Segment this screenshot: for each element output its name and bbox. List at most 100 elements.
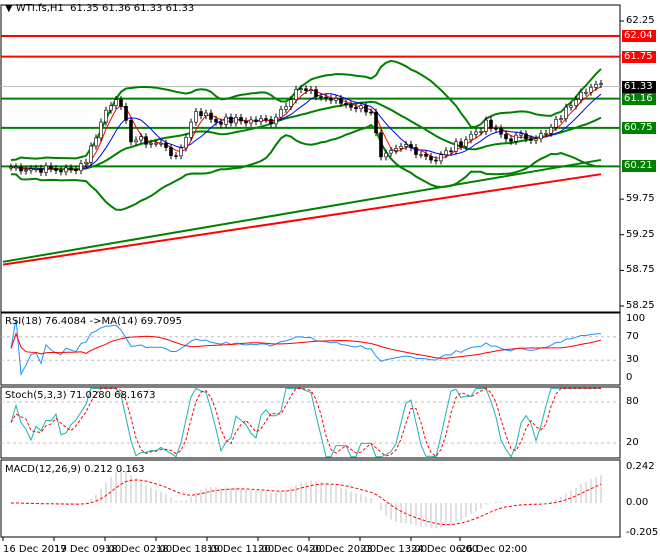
panel-frame-3 [0,459,621,538]
candle-body [489,119,493,129]
candle-body [119,99,123,107]
candle-body [504,133,508,140]
candle-body [314,89,318,97]
candle-body [344,103,348,105]
price-axis-label: 58.25 [626,300,655,311]
long-ma-red-line [2,173,602,266]
candle-body [184,136,188,149]
time-axis-label: 17 Dec 09:00 [54,544,122,555]
candle-body [589,87,593,93]
candle-body [204,112,208,116]
price-axis-label: 62.25 [626,15,655,26]
macd-axis-label: 0.242 [626,461,655,472]
candle-body [49,165,53,169]
candle-body [399,146,403,149]
level-tag-61.75: 61.75 [622,50,656,63]
candle-body [544,133,548,135]
candle-body [59,170,63,173]
candle-body [94,137,98,147]
candle-body [54,168,58,171]
macd-axis-label: 0.00 [626,497,649,508]
candle-body [104,109,108,123]
candle-body [129,119,133,143]
candle-body [329,97,333,101]
candle-body [509,138,513,142]
candle-body [69,167,73,170]
candle-body [159,142,163,145]
candle-body [274,116,278,125]
candle-body [444,150,448,156]
panel-frame-2 [0,386,621,459]
candle-body [264,118,268,120]
rsi-line [10,318,602,376]
price-axis-label: 59.75 [626,193,655,205]
candle-body [484,119,488,132]
candle-body [174,155,178,157]
candle-body [194,111,198,123]
candle-body [64,167,68,173]
stoch-axis-label: 20 [626,437,639,448]
candle-body [379,132,383,158]
candle-body [369,111,373,114]
candle-body [584,91,588,94]
candle-body [499,127,503,135]
candle-body [239,117,243,122]
candle-body [434,159,438,162]
rsi-axis-label: 100 [626,313,646,324]
panel-frame-0 [0,4,621,313]
rsi-ma-line [10,332,602,359]
rsi-axis-label: 30 [626,354,639,366]
candle-body [99,121,103,139]
candle-body [124,106,128,121]
candle-body [519,133,523,136]
candle-body [279,108,283,118]
candle-body [134,139,138,143]
candle-body [39,168,43,173]
candle-body [364,105,368,113]
rsi-axis-label: 70 [626,330,639,342]
candle-body [149,143,153,145]
candle-body [244,120,248,124]
candle-body [44,165,48,173]
time-axis-label: 18 Dec 02:00 [105,544,173,555]
candle-body [464,139,468,147]
candle-body [154,142,158,145]
time-axis-label: 19 Dec 11:00 [207,544,275,555]
candle-body [534,138,538,141]
candle-body [219,121,223,125]
candle-body [139,136,143,141]
candle-body [594,83,598,88]
candle-body [199,111,203,116]
time-axis-label: 24 Dec 06:00 [411,544,479,555]
bollinger-upper [10,59,602,161]
candle-body [384,152,388,158]
bollinger-lower [10,123,601,211]
macd-axis-label: -0.205 [626,527,659,538]
time-axis-label: 18 Dec 18:00 [156,544,224,555]
candle-body [19,166,23,172]
current-price-tag: 61.33 [622,80,656,93]
candle-body [409,144,413,148]
candle-body [229,116,233,124]
candle-body [169,147,173,156]
candle-body [9,166,13,169]
candle-body [389,150,393,154]
candle-body [319,96,323,98]
macd-title: MACD(12,26,9) 0.212 0.163 [5,464,145,475]
candle-body [259,118,263,122]
time-axis-label: 26 Dec 02:00 [460,544,528,555]
candle-body [449,150,453,153]
candle-body [74,168,78,171]
candle-body [214,119,218,123]
rsi-title: RSI(18) 76.4084 ->MA(14) 69.7095 [5,316,182,327]
candle-body [334,98,338,101]
candle-body [539,133,543,140]
candle-body [84,161,88,164]
candle-body [179,147,183,157]
time-axis-label: 16 Dec 2019 [3,544,67,555]
stoch-signal-line [10,387,601,458]
candle-body [349,104,353,108]
candle-body [144,136,148,145]
